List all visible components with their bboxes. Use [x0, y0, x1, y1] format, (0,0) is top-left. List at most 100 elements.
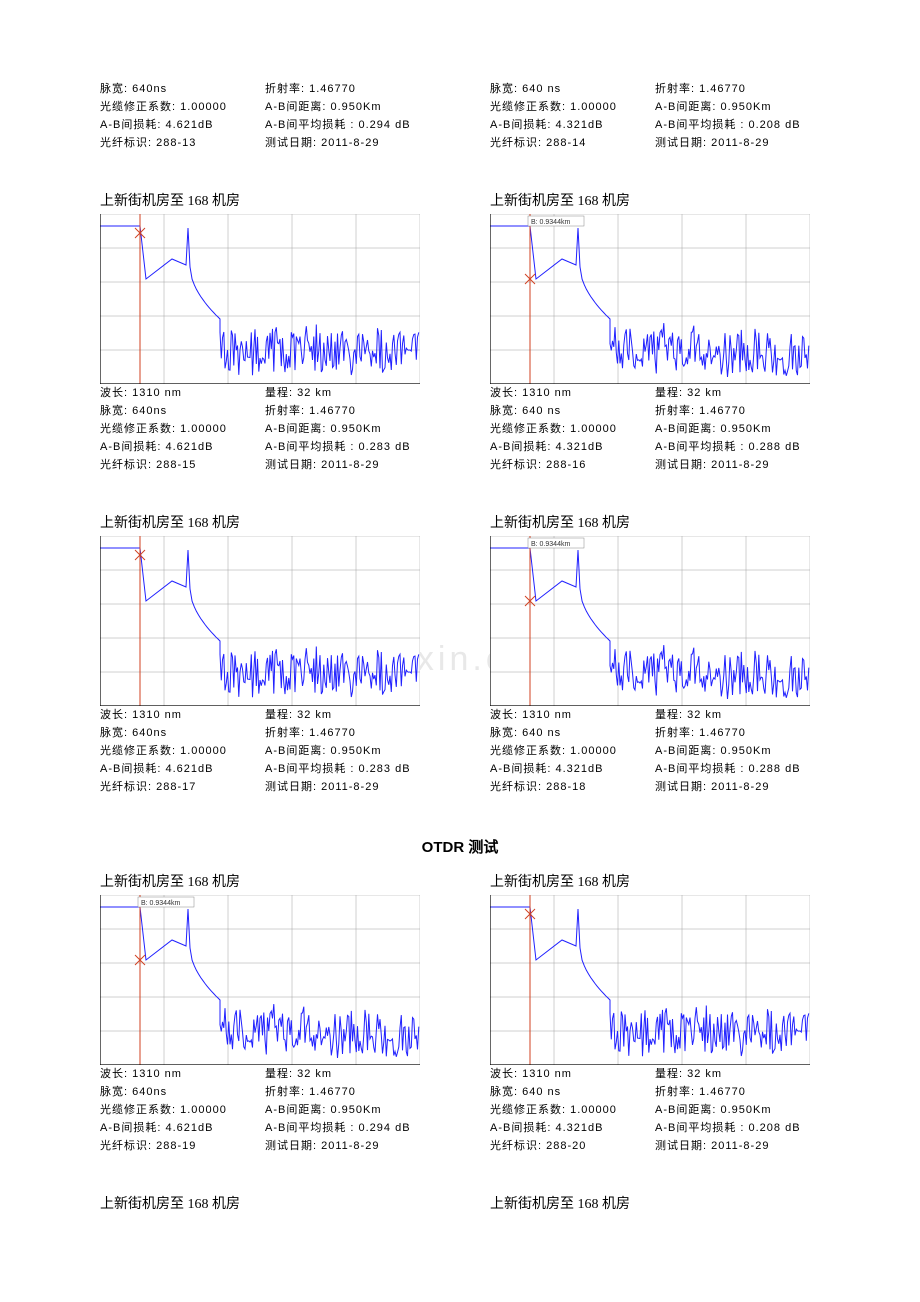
- param-corr: 光缆修正系数: 1.00000: [100, 98, 255, 114]
- measurement-block: 上新街机房至 168 机房 B: 0.9344km 波长: 1310 nm 量程…: [100, 865, 420, 1167]
- svg-text:B: 0.9344km: B: 0.9344km: [531, 541, 570, 548]
- param-dist: A-B间距离: 0.950Km: [655, 420, 810, 436]
- param-pulse: 脉宽: 640 ns: [490, 80, 645, 96]
- svg-text:B: 0.9344km: B: 0.9344km: [141, 900, 180, 907]
- param-avg: A-B间平均损耗 : 0.283 dB: [265, 760, 420, 776]
- param-date: 测试日期: 2011-8-29: [655, 456, 810, 472]
- measurement-block: 上新街机房至 168 机房 波长: 1310 nm 量程: 32 km脉宽: 6…: [100, 506, 420, 808]
- param-dist: A-B间距离: 0.950Km: [655, 98, 810, 114]
- param-date: 测试日期: 2011-8-29: [265, 456, 420, 472]
- param-pulse: 脉宽: 640ns: [100, 402, 255, 418]
- measurement-block: 上新街机房至 168 机房 波长: 1310 nm 量程: 32 km 脉宽: 6…: [490, 865, 810, 1167]
- trace-title: 上新街机房至 168 机房: [490, 1193, 810, 1213]
- param-refr: 折射率: 1.46770: [265, 724, 420, 740]
- param-dist: A-B间距离: 0.950Km: [265, 98, 420, 114]
- param-id: 光纤标识: 288-18: [490, 778, 645, 794]
- param-id: 光纤标识: 288-20: [490, 1137, 645, 1153]
- trace-title: 上新街机房至 168 机房: [100, 871, 420, 891]
- param-refr: 折射率: 1.46770: [265, 1083, 420, 1099]
- section-heading: OTDR 测试: [100, 836, 820, 857]
- param-refr: 折射率: 1.46770: [265, 402, 420, 418]
- param-corr: 光缆修正系数: 1.00000: [490, 742, 645, 758]
- trace-title: 上新街机房至 168 机房: [490, 190, 810, 210]
- otdr-trace-chart: [490, 895, 810, 1065]
- otdr-trace-chart: [100, 214, 420, 384]
- param-corr: 光缆修正系数: 1.00000: [490, 1101, 645, 1117]
- param-pulse: 脉宽: 640ns: [100, 724, 255, 740]
- param-table: 波长: 1310 nm 量程: 32 km脉宽: 640ns 折射率: 1.46…: [100, 706, 420, 794]
- param-refr: 折射率: 1.46770: [655, 1083, 810, 1099]
- param-loss: A-B间损耗: 4.321dB: [490, 760, 645, 776]
- param-table: 波长: 1310 nm 量程: 32 km 脉宽: 640 ns 折射率: 1.4…: [490, 1065, 810, 1153]
- param-id: 光纤标识: 288-17: [100, 778, 255, 794]
- param-loss: A-B间损耗: 4.321dB: [490, 438, 645, 454]
- param-date: 测试日期: 2011-8-29: [265, 134, 420, 150]
- param-wave: 波长: 1310 nm: [100, 706, 255, 722]
- param-wave: 波长: 1310 nm: [490, 384, 645, 400]
- measurement-block: 上新街机房至 168 机房 B: 0.9344km 波长: 1310 nm 量程…: [490, 184, 810, 486]
- param-table: 波长: 1310 nm 量程: 32 km脉宽: 640ns 折射率: 1.46…: [100, 1065, 420, 1153]
- param-date: 测试日期: 2011-8-29: [655, 778, 810, 794]
- measurement-block: 上新街机房至 168 机房: [100, 1187, 420, 1213]
- param-table: 波长: 1310 nm 量程: 32 km脉宽: 640ns 折射率: 1.46…: [100, 384, 420, 472]
- param-refr: 折射率: 1.46770: [655, 80, 810, 96]
- svg-text:B: 0.9344km: B: 0.9344km: [531, 219, 570, 226]
- param-table: 波长: 1310 nm 量程: 32 km 脉宽: 640 ns 折射率: 1.4…: [490, 384, 810, 472]
- param-avg: A-B间平均损耗 : 0.208 dB: [655, 116, 810, 132]
- param-avg: A-B间平均损耗 : 0.283 dB: [265, 438, 420, 454]
- param-pulse: 脉宽: 640ns: [100, 1083, 255, 1099]
- param-id: 光纤标识: 288-13: [100, 134, 255, 150]
- measurement-block: 脉宽: 640ns 折射率: 1.46770 光缆修正系数: 1.00000 A-…: [100, 80, 420, 164]
- param-loss: A-B间损耗: 4.321dB: [490, 116, 645, 132]
- param-corr: 光缆修正系数: 1.00000: [490, 420, 645, 436]
- param-id: 光纤标识: 288-16: [490, 456, 645, 472]
- param-corr: 光缆修正系数: 1.00000: [100, 742, 255, 758]
- param-loss: A-B间损耗: 4.621dB: [100, 760, 255, 776]
- otdr-trace-chart: B: 0.9344km: [490, 536, 810, 706]
- param-loss: A-B间损耗: 4.621dB: [100, 438, 255, 454]
- param-refr: 折射率: 1.46770: [655, 724, 810, 740]
- param-refr: 折射率: 1.46770: [265, 80, 420, 96]
- otdr-trace-chart: B: 0.9344km: [490, 214, 810, 384]
- param-range: 量程: 32 km: [655, 1065, 810, 1081]
- trace-title: 上新街机房至 168 机房: [100, 512, 420, 532]
- param-corr: 光缆修正系数: 1.00000: [100, 1101, 255, 1117]
- param-loss: A-B间损耗: 4.321dB: [490, 1119, 645, 1135]
- param-wave: 波长: 1310 nm: [100, 1065, 255, 1081]
- param-id: 光纤标识: 288-19: [100, 1137, 255, 1153]
- param-date: 测试日期: 2011-8-29: [265, 778, 420, 794]
- trace-title: 上新街机房至 168 机房: [490, 871, 810, 891]
- param-range: 量程: 32 km: [655, 384, 810, 400]
- measurement-block: 上新街机房至 168 机房 波长: 1310 nm 量程: 32 km脉宽: 6…: [100, 184, 420, 486]
- param-date: 测试日期: 2011-8-29: [655, 134, 810, 150]
- trace-title: 上新街机房至 168 机房: [490, 512, 810, 532]
- param-refr: 折射率: 1.46770: [655, 402, 810, 418]
- otdr-trace-chart: [100, 536, 420, 706]
- param-dist: A-B间距离: 0.950Km: [655, 1101, 810, 1117]
- trace-title: 上新街机房至 168 机房: [100, 190, 420, 210]
- otdr-trace-chart: B: 0.9344km: [100, 895, 420, 1065]
- param-avg: A-B间平均损耗 : 0.208 dB: [655, 1119, 810, 1135]
- report-grid: 脉宽: 640ns 折射率: 1.46770 光缆修正系数: 1.00000 A-…: [100, 80, 820, 1213]
- param-dist: A-B间距离: 0.950Km: [655, 742, 810, 758]
- param-avg: A-B间平均损耗 : 0.294 dB: [265, 116, 420, 132]
- param-dist: A-B间距离: 0.950Km: [265, 1101, 420, 1117]
- param-pulse: 脉宽: 640 ns: [490, 1083, 645, 1099]
- param-corr: 光缆修正系数: 1.00000: [100, 420, 255, 436]
- param-wave: 波长: 1310 nm: [490, 1065, 645, 1081]
- param-table: 脉宽: 640 ns 折射率: 1.46770 光缆修正系数: 1.00000 A…: [490, 80, 810, 150]
- param-table: 脉宽: 640ns 折射率: 1.46770 光缆修正系数: 1.00000 A-…: [100, 80, 420, 150]
- measurement-block: 脉宽: 640 ns 折射率: 1.46770 光缆修正系数: 1.00000 A…: [490, 80, 810, 164]
- param-pulse: 脉宽: 640ns: [100, 80, 255, 96]
- trace-title: 上新街机房至 168 机房: [100, 1193, 420, 1213]
- param-loss: A-B间损耗: 4.621dB: [100, 1119, 255, 1135]
- param-id: 光纤标识: 288-14: [490, 134, 645, 150]
- param-corr: 光缆修正系数: 1.00000: [490, 98, 645, 114]
- param-avg: A-B间平均损耗 : 0.288 dB: [655, 438, 810, 454]
- param-loss: A-B间损耗: 4.621dB: [100, 116, 255, 132]
- param-table: 波长: 1310 nm 量程: 32 km脉宽: 640 ns 折射率: 1.4…: [490, 706, 810, 794]
- measurement-block: 上新街机房至 168 机房: [490, 1187, 810, 1213]
- param-dist: A-B间距离: 0.950Km: [265, 742, 420, 758]
- param-avg: A-B间平均损耗 : 0.294 dB: [265, 1119, 420, 1135]
- param-pulse: 脉宽: 640 ns: [490, 402, 645, 418]
